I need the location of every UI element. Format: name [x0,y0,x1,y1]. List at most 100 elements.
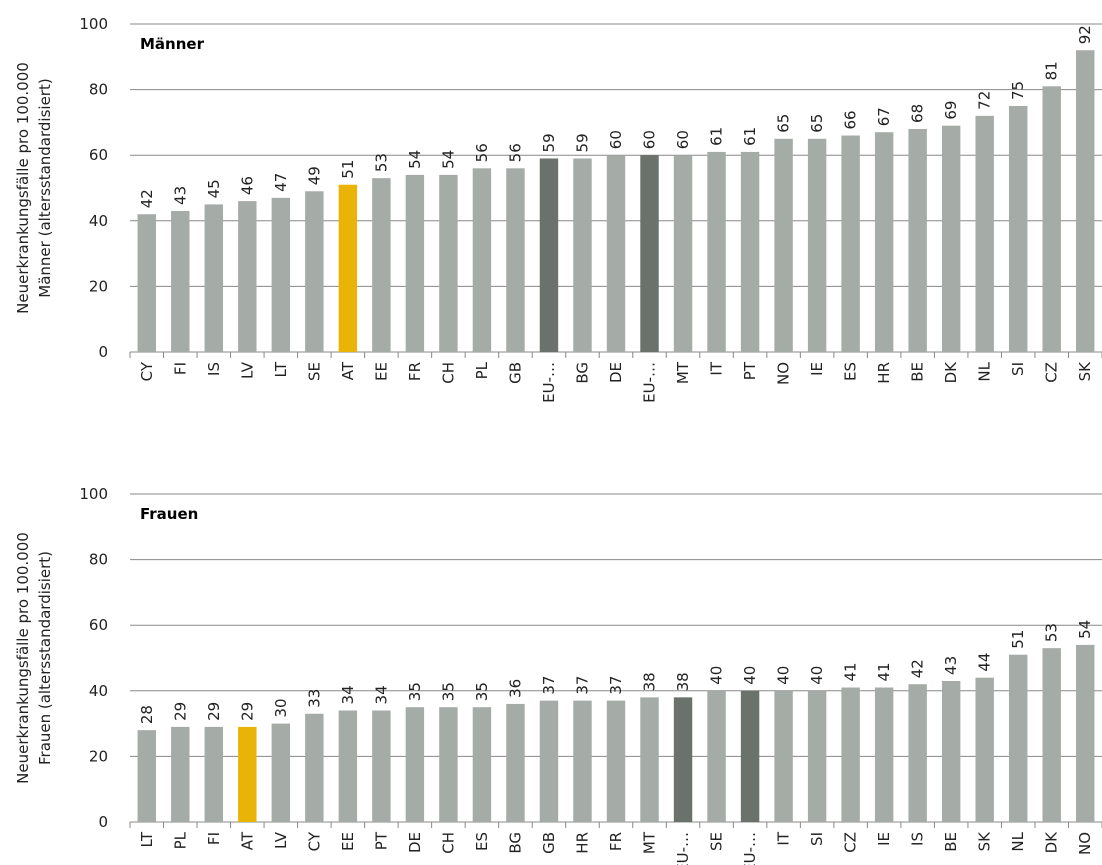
panel-2-y-tick-label: 100 [79,485,108,503]
panel-1-bar [573,158,592,352]
panel-2-value-label: 34 [372,685,390,704]
panel-1-bar [1008,106,1028,352]
panel-1-value-label: 53 [372,153,390,172]
panel-2-category-label: AT [238,831,256,850]
panel-1-value-label: 49 [305,166,323,185]
panel-2-value-label: 40 [741,666,759,685]
panel-2-bar [807,690,827,822]
panel-2-y-tick-label: 20 [89,747,108,765]
panel-1-value-label: 51 [339,160,357,179]
panel-1-bar [1076,50,1095,353]
panel-1-category-label: SK [1076,361,1094,382]
panel-1-value-label: 65 [775,114,793,133]
panel-2-bar [640,697,659,822]
panel-2-value-label: 40 [775,666,793,685]
panel-1-title: Männer [140,35,205,53]
panel-1-bar [405,174,425,352]
panel-1-value-label: 59 [573,133,591,152]
panel-2-category-label: CZ [842,832,860,853]
panel-2-value-label: 34 [339,685,357,704]
panel-1-category-label: HR [875,362,893,384]
panel-1-value-label: 60 [674,130,692,149]
panel-1-y-tick-label: 40 [89,212,108,230]
panel-1-bar [874,132,894,352]
panel-1-value-label: 45 [205,179,223,198]
panel-1-value-label: 61 [708,127,726,146]
panel-2-category-label: EE [339,832,357,851]
panel-2-value-label: 41 [842,662,860,681]
panel-1-value-label: 67 [875,107,893,126]
panel-1-value-label: 65 [808,114,826,133]
panel-2-bar [908,684,927,822]
panel-2-bar [975,677,994,822]
panel-1-category-label: CH [439,362,457,384]
panel-1-bar [740,151,760,352]
panel-2-bar [204,726,224,822]
panel-2-y-tick-label: 0 [98,813,108,831]
panel-2-category-label: EU-… [674,832,692,865]
panel-2-value-label: 40 [808,666,826,685]
panel-2-value-label: 33 [305,689,323,708]
panel-2-bar [372,710,391,822]
panel-2-bar [740,690,760,822]
panel-1-category-label: SI [1009,362,1027,376]
panel-1-bar [372,178,391,352]
panel-1-value-label: 42 [138,189,156,208]
panel-2-category-label: DK [1043,831,1061,854]
panel-2-category-label: CH [439,832,457,854]
panel-1-value-label: 72 [976,91,994,110]
panel-2-bar [405,707,425,822]
panel-1-y-tick-label: 0 [98,343,108,361]
panel-2-value-label: 35 [439,682,457,701]
panel-1-bar [338,184,358,352]
panel-1-category-label: EU-… [641,362,659,403]
panel-1-value-label: 56 [506,143,524,162]
panel-2-value-label: 40 [708,666,726,685]
panel-2-category-label: SI [808,832,826,846]
panel-2-bar [573,700,592,822]
panel-2-value-label: 37 [573,676,591,695]
panel-1-bar [606,155,626,352]
panel-1-bar [975,115,994,352]
panel-1-category-label: MT [674,361,692,384]
panel-2-category-label: EU-… [741,832,759,865]
panel-1-value-label: 75 [1009,81,1027,100]
panel-2-category-label: MT [641,831,659,854]
panel-2-category-label: PT [372,831,390,850]
panel-2-bar [271,723,291,822]
panel-2-y-axis-title-line: Neuerkrankungsfälle pro 100.000 [14,532,32,784]
panel-1-value-label: 66 [842,110,860,129]
panel-1-bar [841,135,860,352]
panel-1-value-label: 59 [540,133,558,152]
panel-1-value-label: 54 [439,150,457,169]
panel-2-category-label: BG [506,832,524,854]
panel-1-category-label: DE [607,362,625,383]
panel-1-y-axis-title: Neuerkrankungsfälle pro 100.000 Männer (a… [14,62,54,314]
panel-1-bar [707,151,726,352]
panel-2-category-label: DE [406,832,424,853]
panel-2-y-tick-label: 80 [89,551,108,569]
panel-1-bar [774,138,793,352]
panel-1-category-label: IT [708,361,726,375]
panel-2-value-label: 35 [406,682,424,701]
panel-2-bar [472,707,492,822]
panel-2-category-label: IS [909,832,927,846]
panel-2-title: Frauen [140,505,198,523]
panel-2-bar [338,710,358,822]
panel-1-category-label: BG [573,362,591,384]
panel-2-value-label: 29 [205,702,223,721]
panel-1-category-label: IS [205,362,223,376]
panel-1-category-label: NL [976,361,994,381]
panel-2-category-label: NL [1009,831,1027,851]
panel-2-value-label: 28 [138,705,156,724]
panel-2-category-label: GB [540,832,558,854]
panel-2-bar [238,726,257,822]
panel-2-y-axis-title: Neuerkrankungsfälle pro 100.000 Frauen (a… [14,532,54,784]
panel-2-category-label: SE [708,832,726,851]
panel-2-category-label: IT [775,831,793,845]
panel-2-bar [707,690,726,822]
panel-2-value-label: 42 [909,659,927,678]
panel-1-bar [204,204,224,352]
panel-1-category-label: SE [305,362,323,381]
